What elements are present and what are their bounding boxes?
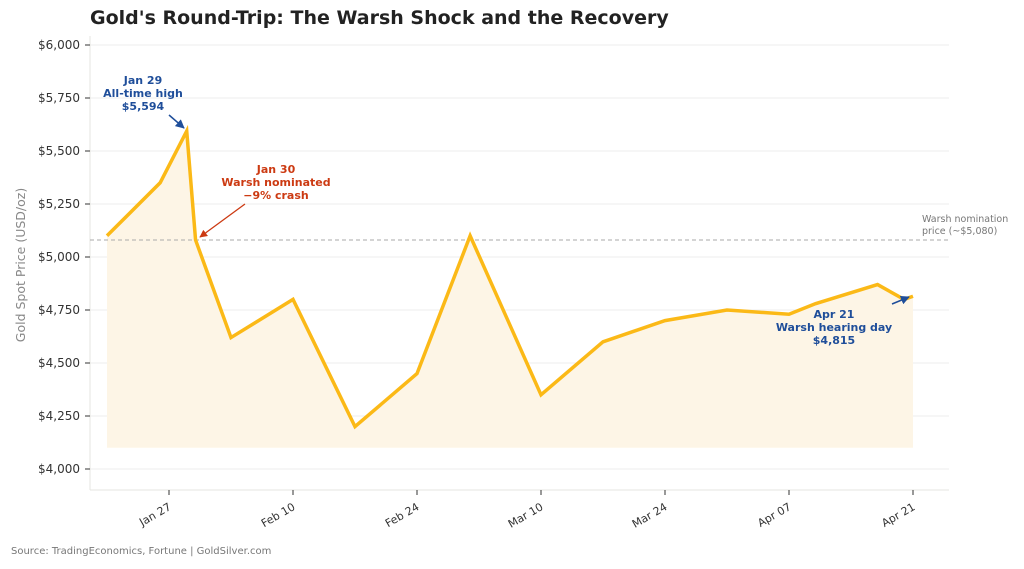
- x-tick-label: Jan 27: [136, 500, 173, 529]
- y-tick-label: $5,000: [38, 250, 80, 264]
- annotation-all-time-high: Jan 29 All-time high $5,594: [103, 74, 185, 129]
- y-tick-label: $5,500: [38, 144, 80, 158]
- svg-text:Warsh hearing day: Warsh hearing day: [776, 321, 892, 334]
- x-tick-label: Apr 21: [879, 500, 917, 530]
- svg-text:Jan 29: Jan 29: [123, 74, 162, 87]
- y-tick-label: $4,000: [38, 462, 80, 476]
- y-axis-ticks: $4,000 $4,250 $4,500 $4,750 $5,000 $5,250 $5,5…: [38, 38, 90, 476]
- price-area-fill: [107, 131, 913, 448]
- annotation-warsh-nominated: Jan 30 Warsh nominated −9% crash: [199, 163, 331, 238]
- x-tick-label: Apr 07: [755, 500, 793, 530]
- x-tick-label: Feb 10: [259, 500, 298, 530]
- x-tick-label: Mar 10: [506, 500, 546, 530]
- x-axis-ticks: Jan 27 Feb 10 Feb 24 Mar 10 Mar 24 Apr 07 Apr …: [136, 490, 917, 531]
- svg-text:Jan 30: Jan 30: [256, 163, 296, 176]
- y-tick-label: $5,250: [38, 197, 80, 211]
- x-tick-label: Mar 24: [630, 500, 670, 530]
- svg-text:Warsh nominated: Warsh nominated: [221, 176, 330, 189]
- svg-text:All-time high: All-time high: [103, 87, 183, 100]
- reference-line-label-value: price (~$5,080): [922, 226, 997, 237]
- annotation-warsh-hearing: Apr 21 Warsh hearing day $4,815: [776, 295, 910, 347]
- arrow-icon: [891, 295, 910, 305]
- gridlines: [90, 44, 949, 470]
- chart-title: Gold's Round-Trip: The Warsh Shock and t…: [90, 7, 669, 29]
- y-axis-label: Gold Spot Price (USD/oz): [13, 188, 28, 342]
- y-tick-label: $4,500: [38, 356, 80, 370]
- y-tick-label: $4,750: [38, 303, 80, 317]
- y-tick-label: $5,750: [38, 91, 80, 105]
- x-tick-label: Feb 24: [383, 500, 422, 530]
- price-line: [105, 124, 914, 430]
- svg-text:Apr 21: Apr 21: [814, 308, 855, 321]
- reference-line-label: Warsh nomination: [922, 214, 1008, 225]
- svg-text:−9% crash: −9% crash: [243, 189, 308, 202]
- y-tick-label: $4,250: [38, 409, 80, 423]
- source-caption: Source: TradingEconomics, Fortune | Gold…: [11, 546, 272, 557]
- y-tick-label: $6,000: [38, 38, 80, 52]
- svg-text:$5,594: $5,594: [122, 100, 165, 113]
- svg-text:$4,815: $4,815: [813, 334, 855, 347]
- arrow-icon: [168, 114, 185, 129]
- arrow-icon: [199, 203, 246, 238]
